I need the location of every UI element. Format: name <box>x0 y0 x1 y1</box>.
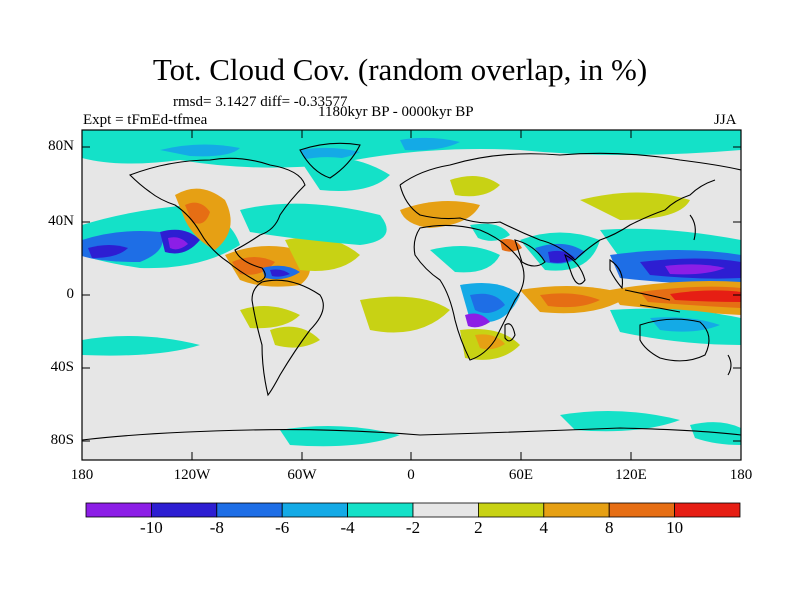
colorbar-label-m2: -2 <box>405 518 421 537</box>
x-label-120e: 120E <box>615 467 647 483</box>
coastlines <box>82 142 741 441</box>
map-title: Tot. Cloud Cov. (random overlap, in %) <box>152 52 648 87</box>
y-label-80n: 80N <box>48 138 74 154</box>
colorbar-swatch-6 <box>477 502 545 518</box>
colorbar-label-4: 4 <box>539 518 549 537</box>
colorbar-label-10: 10 <box>666 518 684 537</box>
colorbar-swatch-0 <box>85 502 152 518</box>
colorbar-swatch-9 <box>674 502 741 518</box>
colorbar-swatch-8 <box>608 502 676 518</box>
x-label-180e: 180 <box>729 467 753 483</box>
experiment-label: Expt = tFmEd-tfmea <box>83 112 208 128</box>
period-label: 1180kyr BP - 0000kyr BP <box>318 104 474 120</box>
colorbar-swatch-4 <box>347 502 414 518</box>
y-label-40s: 40S <box>50 359 74 375</box>
colorbar-label-m6: -6 <box>275 518 290 537</box>
map-panel <box>82 130 741 460</box>
colorbar-label-m8: -8 <box>209 518 224 537</box>
y-label-40n: 40N <box>48 213 74 229</box>
anomaly-fields <box>82 130 741 447</box>
stats-line: rmsd= 3.1427 diff= -0.33577 <box>173 94 348 110</box>
colorbar-swatch-2 <box>216 502 283 518</box>
colorbar <box>85 502 741 518</box>
x-ticks <box>81 130 742 460</box>
x-label-60e: 60E <box>508 467 534 483</box>
colorbar-swatch-5 <box>412 502 479 518</box>
y-ticks <box>82 146 741 442</box>
x-label-120w: 120W <box>173 467 211 483</box>
colorbar-swatch-7 <box>543 502 610 518</box>
colorbar-label-m10: -10 <box>140 518 163 537</box>
colorbar-swatch-3 <box>281 502 349 518</box>
y-label-0: 0 <box>66 286 75 302</box>
colorbar-swatch-1 <box>150 502 218 518</box>
y-label-80s: 80S <box>50 432 74 448</box>
x-label-180w: 180 <box>70 467 94 483</box>
colorbar-label-m4: -4 <box>340 518 355 537</box>
x-label-60w: 60W <box>287 467 317 483</box>
colorbar-label-8: 8 <box>604 518 614 537</box>
season-label: JJA <box>714 112 737 128</box>
colorbar-label-2: 2 <box>474 518 483 537</box>
x-label-0: 0 <box>407 467 415 483</box>
